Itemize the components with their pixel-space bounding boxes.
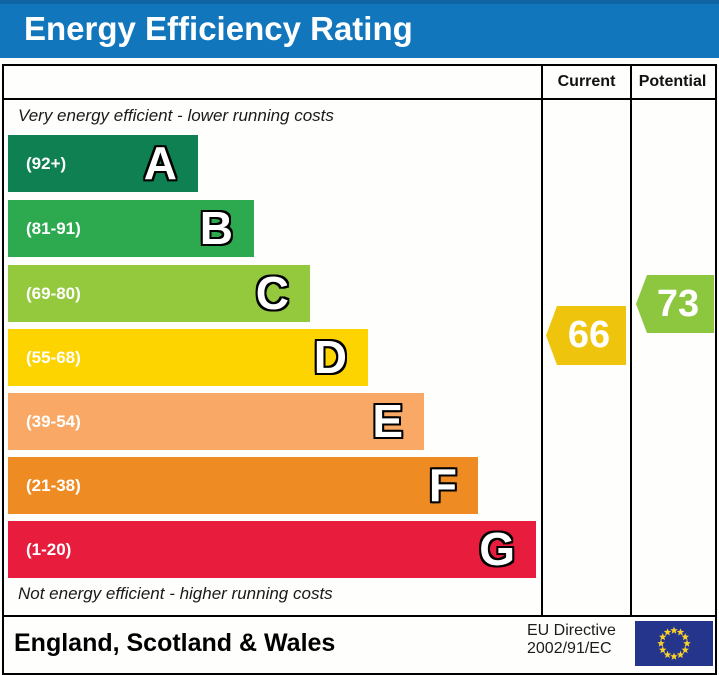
band-f-range: (21-38)	[26, 476, 81, 495]
band-g-range: (1-20)	[26, 540, 72, 559]
band-d-range: (55-68)	[26, 348, 81, 367]
band-a-range: (92+)	[26, 154, 67, 173]
eu-directive-line1: EU Directive	[527, 622, 616, 639]
band-row-d: (55-68) D	[8, 329, 368, 386]
current-rating-arrow: 66	[546, 306, 626, 365]
header-separator	[4, 98, 715, 100]
band-c-range: (69-80)	[26, 284, 81, 303]
eu-directive-line2: 2002/91/EC	[527, 640, 612, 657]
column-header-potential: Potential	[638, 73, 707, 90]
band-c-letter: C	[255, 267, 289, 319]
note-not-efficient: Not energy efficient - higher running co…	[18, 584, 333, 603]
column-divider-current	[541, 66, 543, 615]
region-label: England, Scotland & Wales	[14, 629, 336, 657]
band-f-letter: F	[428, 459, 457, 511]
rating-table: Current Potential Very energy efficient …	[2, 64, 717, 617]
column-header-current: Current	[557, 73, 616, 90]
band-row-c: (69-80) C	[8, 265, 310, 322]
band-a-letter: A	[143, 137, 177, 189]
band-b-range: (81-91)	[26, 219, 81, 238]
eu-flag-icon	[635, 621, 713, 666]
band-b-letter: B	[199, 202, 233, 254]
column-divider-potential	[630, 66, 632, 615]
band-d-letter: D	[313, 331, 347, 383]
band-row-a: (92+) A	[8, 135, 198, 192]
band-e-range: (39-54)	[26, 412, 81, 431]
current-rating-value: 66	[567, 314, 611, 356]
band-row-f: (21-38) F	[8, 457, 478, 514]
title-bar: Energy Efficiency Rating	[0, 0, 719, 58]
band-e-letter: E	[372, 395, 403, 447]
note-very-efficient: Very energy efficient - lower running co…	[18, 106, 334, 125]
footer-bar: England, Scotland & Wales EU Directive 2…	[2, 615, 717, 675]
page-title: Energy Efficiency Rating	[24, 10, 413, 47]
eu-directive-label: EU Directive 2002/91/EC	[527, 622, 631, 658]
band-row-b: (81-91) B	[8, 200, 254, 257]
band-row-e: (39-54) E	[8, 393, 424, 450]
band-g-letter: G	[479, 523, 515, 575]
potential-rating-arrow: 73	[636, 275, 714, 333]
potential-rating-value: 73	[656, 282, 700, 325]
band-row-g: (1-20) G	[8, 521, 536, 578]
